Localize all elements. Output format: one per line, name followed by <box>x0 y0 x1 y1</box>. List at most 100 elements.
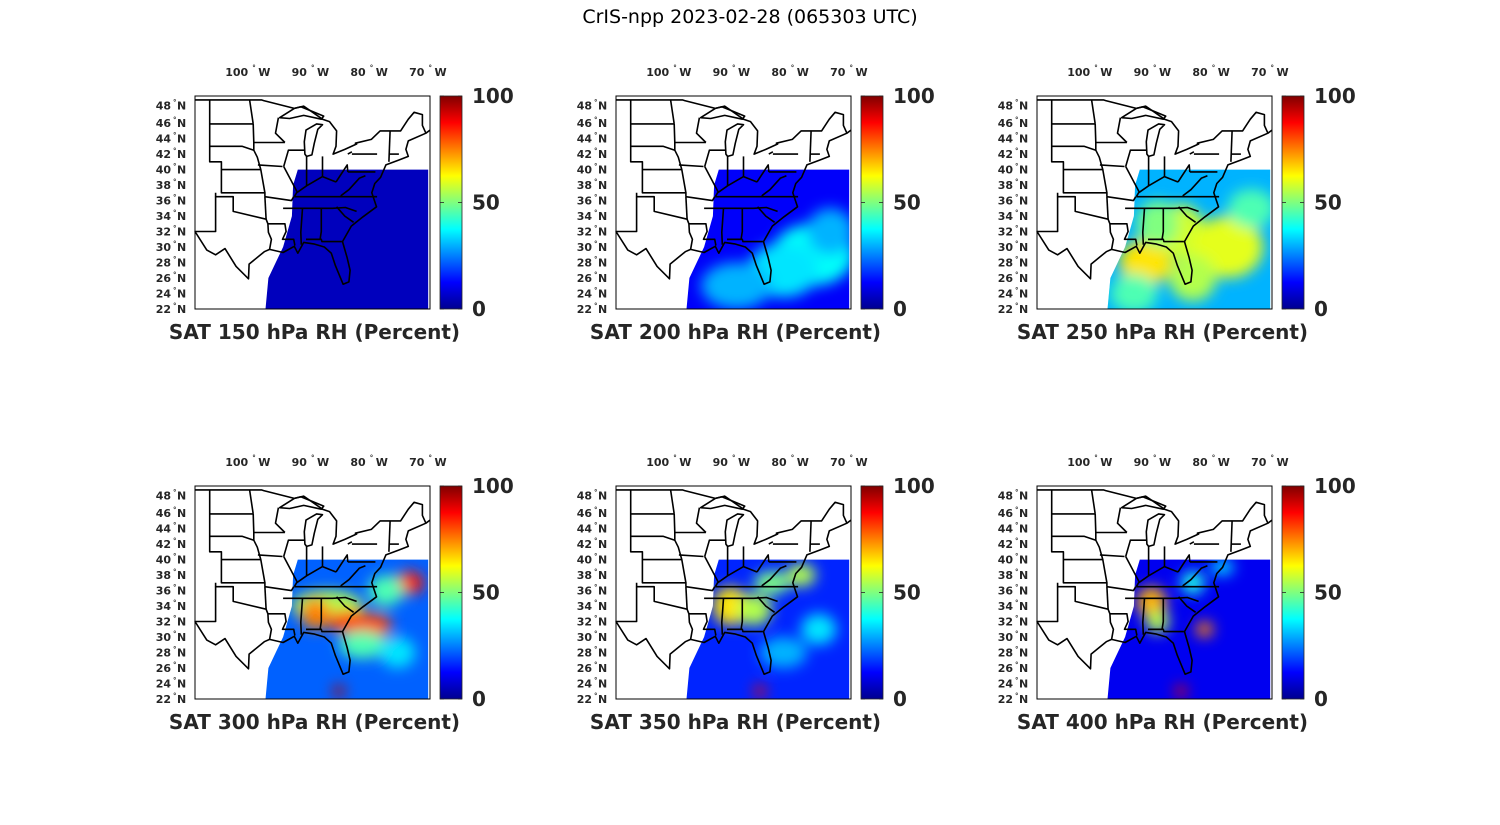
lake-michigan <box>303 513 324 548</box>
degree-mark: ° <box>1015 163 1019 171</box>
lat-hemi-label: N <box>598 538 607 551</box>
degree-mark: ° <box>1015 489 1019 497</box>
state-line <box>1142 598 1146 635</box>
lat-tick-label: 26 <box>998 272 1014 285</box>
degree-mark: ° <box>173 287 177 295</box>
lat-tick-label: 30 <box>577 241 593 254</box>
lat-tick-label: 26 <box>156 272 172 285</box>
state-line <box>1189 541 1195 545</box>
lake-michigan <box>303 123 324 158</box>
state-line <box>1050 489 1108 587</box>
state-line <box>721 208 725 245</box>
lat-tick-label: 24 <box>156 288 172 301</box>
lake-superior <box>278 106 325 120</box>
lat-tick-label: 46 <box>156 507 172 520</box>
degree-mark: ° <box>594 599 598 607</box>
lon-hemi-label: W <box>1276 456 1288 469</box>
lat-hemi-label: N <box>177 693 186 706</box>
degree-mark: ° <box>594 615 598 623</box>
state-line <box>1123 223 1138 246</box>
lat-hemi-label: N <box>1019 600 1028 613</box>
lat-tick-label: 36 <box>998 585 1014 598</box>
state-line <box>673 123 687 193</box>
degree-mark: ° <box>173 271 177 279</box>
lon-tick-label: 90 <box>713 66 729 79</box>
state-line <box>615 196 638 233</box>
state-line <box>1094 123 1108 193</box>
degree-mark: ° <box>1015 584 1019 592</box>
state-line <box>703 539 726 557</box>
lon-tick-label: 100 <box>1067 456 1090 469</box>
lat-hemi-label: N <box>1019 100 1028 113</box>
degree-mark: ° <box>1015 522 1019 530</box>
rh-moist-cell <box>1110 274 1158 309</box>
degree-mark: ° <box>594 553 598 561</box>
lat-tick-label: 28 <box>156 647 171 660</box>
rh-moist-cell <box>1192 216 1264 279</box>
lat-tick-label: 22 <box>998 303 1013 316</box>
lake-superior <box>278 496 325 510</box>
lon-hemi-label: W <box>434 456 446 469</box>
degree-mark: ° <box>1015 209 1019 217</box>
lon-tick-label: 80 <box>350 66 366 79</box>
state-line <box>756 164 770 183</box>
lat-hemi-label: N <box>177 288 186 301</box>
lat-hemi-label: N <box>1019 288 1028 301</box>
lat-tick-label: 44 <box>577 523 593 536</box>
degree-mark: ° <box>1015 147 1019 155</box>
lat-hemi-label: N <box>1019 490 1028 503</box>
state-line <box>756 206 776 223</box>
colorbar-label: 0 <box>472 297 486 321</box>
coastline <box>1036 519 1273 675</box>
state-line <box>1124 539 1147 557</box>
lat-tick-label: 34 <box>998 600 1014 613</box>
state-line <box>274 117 286 144</box>
lat-tick-label: 28 <box>577 257 592 270</box>
degree-mark: ° <box>594 677 598 685</box>
colorbar-label: 100 <box>893 84 935 108</box>
state-line <box>283 596 357 603</box>
state-line <box>727 238 763 243</box>
lon-tick-label: 80 <box>1192 456 1208 469</box>
lat-tick-label: 44 <box>998 523 1014 536</box>
degree-mark: ° <box>173 225 177 233</box>
lat-tick-label: 26 <box>998 662 1014 675</box>
state-line <box>1124 166 1140 193</box>
degree-mark: ° <box>1015 271 1019 279</box>
lat-hemi-label: N <box>598 164 607 177</box>
state-line <box>1116 507 1128 534</box>
lat-hemi-label: N <box>1019 195 1028 208</box>
degree-mark: ° <box>1153 64 1157 72</box>
state-line <box>1182 175 1208 197</box>
lat-tick-label: 44 <box>577 133 593 146</box>
degree-mark: ° <box>594 506 598 514</box>
lat-hemi-label: N <box>598 303 607 316</box>
lon-tick-label: 70 <box>1251 66 1267 79</box>
lake-superior <box>1120 496 1167 510</box>
lat-hemi-label: N <box>598 507 607 520</box>
lake-michigan <box>1145 513 1166 548</box>
degree-mark: ° <box>594 302 598 310</box>
rh-moist-cell <box>333 685 345 698</box>
panel-title: SAT 250 hPa RH (Percent) <box>1017 320 1308 344</box>
state-line <box>214 582 269 615</box>
degree-mark: ° <box>673 64 677 72</box>
lon-tick-label: 100 <box>646 66 669 79</box>
lat-tick-label: 36 <box>156 195 172 208</box>
lat-hemi-label: N <box>598 585 607 598</box>
degree-mark: ° <box>1212 64 1216 72</box>
degree-mark: ° <box>594 256 598 264</box>
lat-tick-label: 24 <box>998 288 1014 301</box>
lon-hemi-label: W <box>1218 66 1230 79</box>
state-line <box>300 208 304 245</box>
degree-mark: ° <box>1015 692 1019 700</box>
degree-mark: ° <box>173 506 177 514</box>
degree-mark: ° <box>173 615 177 623</box>
degree-mark: ° <box>594 178 598 186</box>
degree-mark: ° <box>173 256 177 264</box>
degree-mark: ° <box>1015 630 1019 638</box>
lat-hemi-label: N <box>1019 272 1028 285</box>
degree-mark: ° <box>1212 454 1216 462</box>
state-line <box>208 99 266 197</box>
degree-mark: ° <box>1015 506 1019 514</box>
